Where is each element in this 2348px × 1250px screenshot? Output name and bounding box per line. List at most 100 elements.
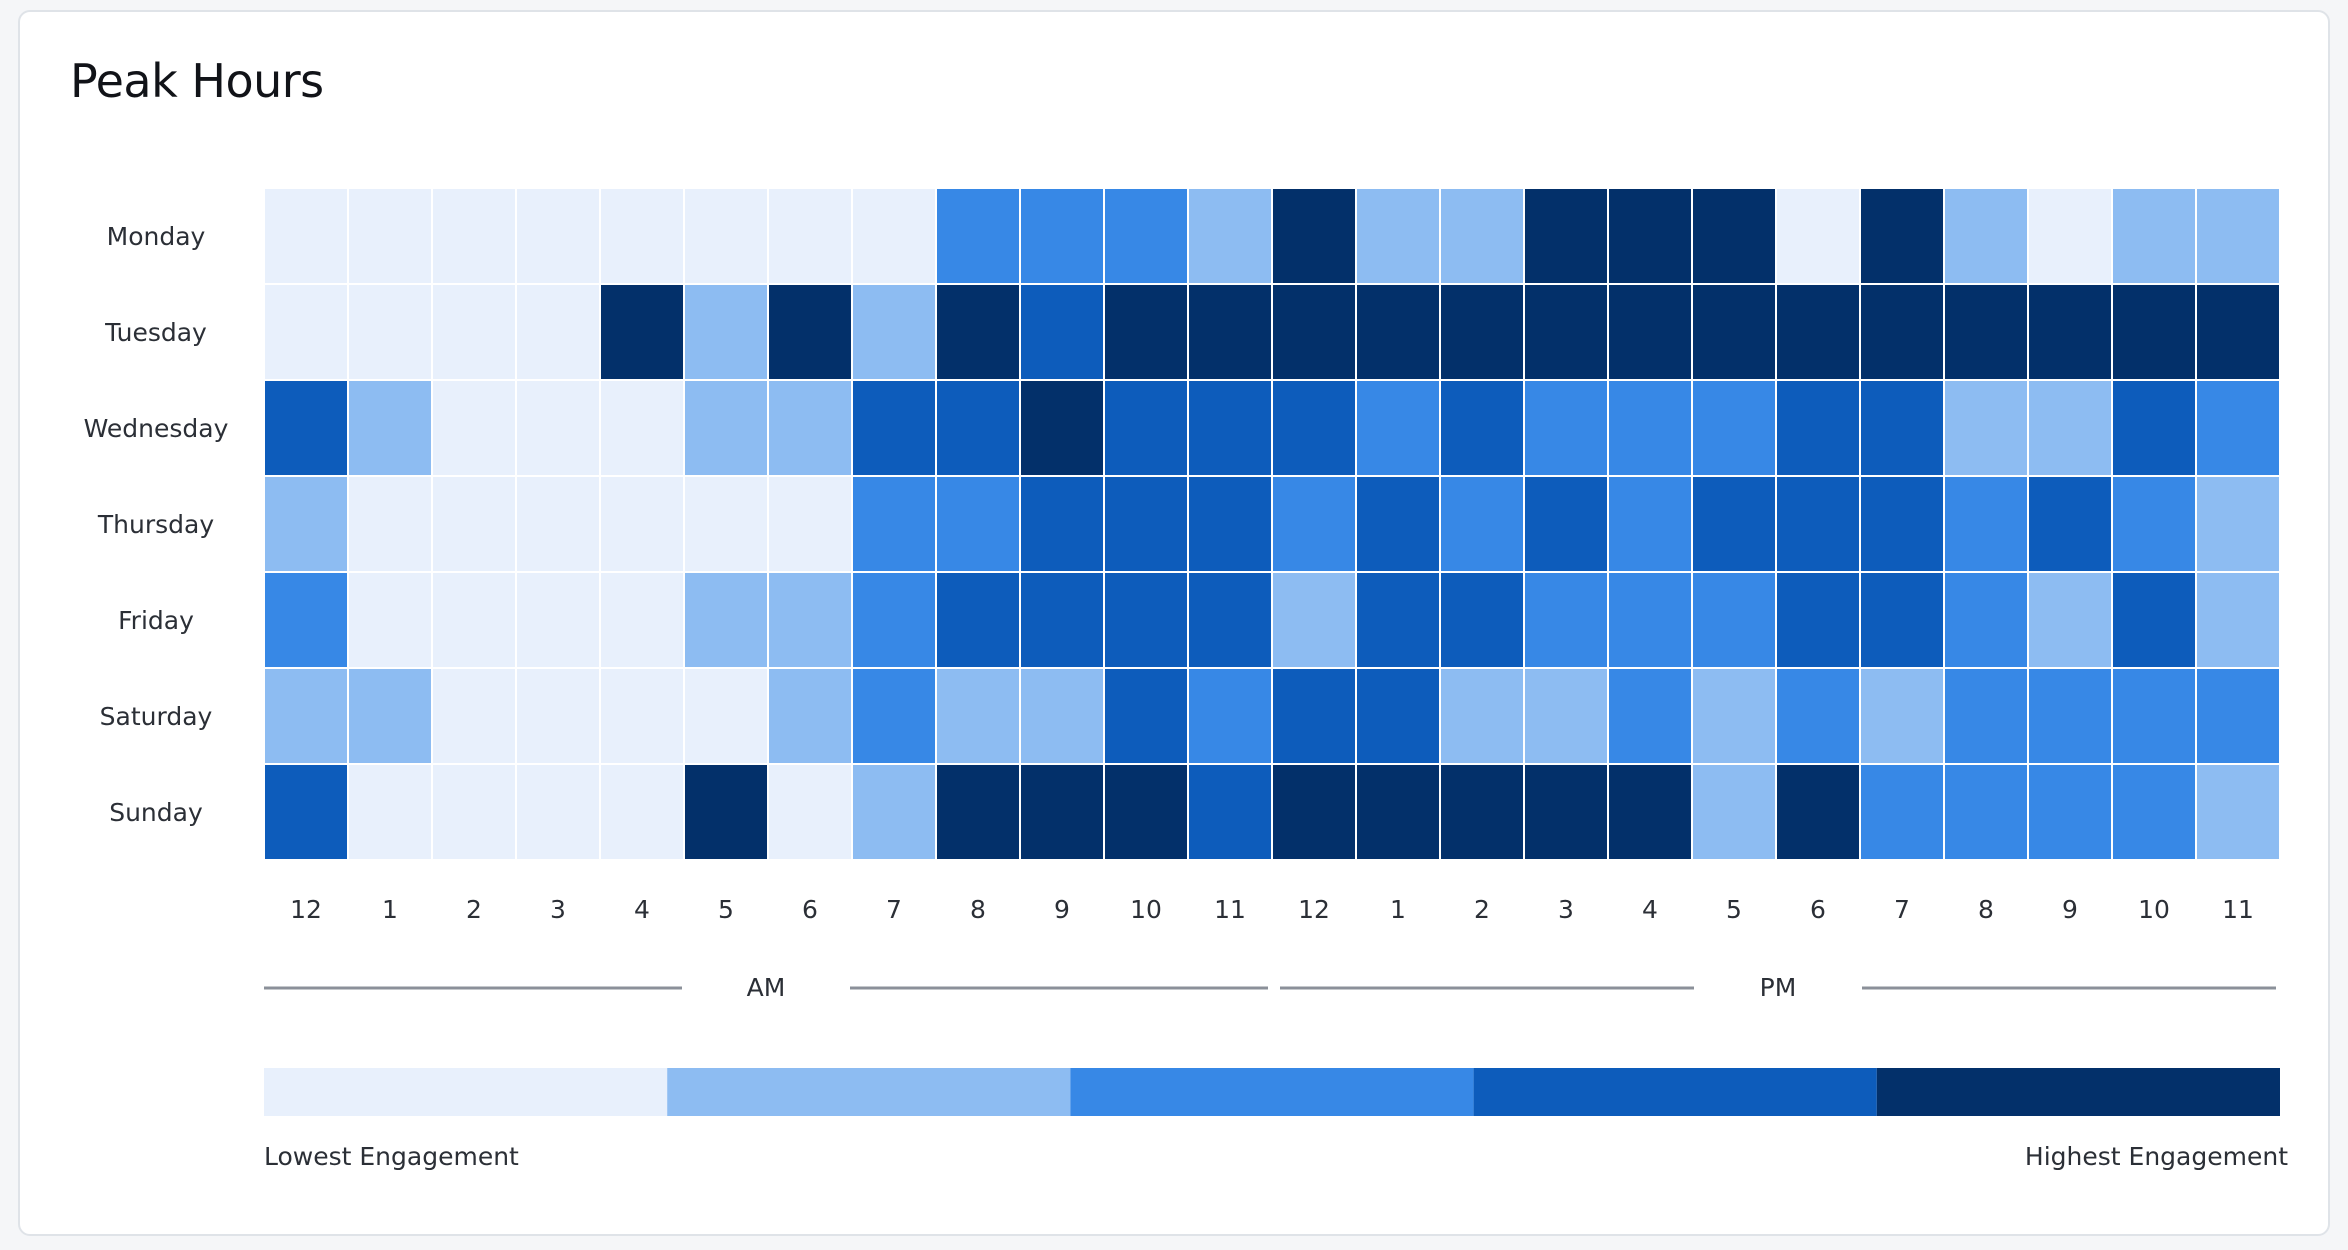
heatmap-cell [1943,379,2029,477]
heatmap-cell [515,571,601,669]
heatmap-cell [1103,283,1189,381]
heatmap-cell [683,187,769,285]
legend-swatch [1070,1068,1474,1116]
heatmap-cell [1103,187,1189,285]
column-tick-label: 11 [1214,895,1246,924]
heatmap-cell [1355,187,1441,285]
heatmap-cell [263,187,349,285]
heatmap-cell [1775,187,1861,285]
heatmap-cell [1523,667,1609,765]
legend-swatch [1473,1068,1877,1116]
heatmap-cell [1355,667,1441,765]
heatmap-cell [935,283,1021,381]
heatmap-cell [1775,379,1861,477]
legend-swatch [1876,1068,2280,1116]
column-tick-label: 3 [550,895,566,924]
heatmap-cell [1103,763,1189,861]
heatmap-cell [599,475,685,573]
heatmap-cell [1019,571,1105,669]
heatmap-cell [599,571,685,669]
heatmap-cell [1859,283,1945,381]
heatmap-cell [1859,763,1945,861]
heatmap-cell [2111,571,2197,669]
heatmap-cell [851,667,937,765]
heatmap-cell [1439,283,1525,381]
column-tick-label: 9 [1054,895,1070,924]
heatmap-cell [1523,379,1609,477]
heatmap-cell [431,571,517,669]
heatmap-cell [1607,379,1693,477]
heatmap-cell [935,763,1021,861]
column-tick-label: 12 [1298,895,1330,924]
column-tick-label: 2 [466,895,482,924]
heatmap-cell [683,763,769,861]
heatmap-cell [2195,283,2281,381]
heatmap-cell [767,571,853,669]
column-tick-label: 12 [290,895,322,924]
heatmap-cell [2195,475,2281,573]
heatmap-cell [2027,283,2113,381]
heatmap-cell [1103,379,1189,477]
heatmap-cell [1271,283,1357,381]
heatmap-cell [1775,571,1861,669]
heatmap-cell [1607,187,1693,285]
heatmap-cell [347,475,433,573]
column-tick-label: 7 [886,895,902,924]
heatmap-cell [515,379,601,477]
heatmap-cell [1607,475,1693,573]
heatmap-cell [1775,763,1861,861]
heatmap-cell [1859,379,1945,477]
heatmap-cell [1355,283,1441,381]
heatmap-cell [515,763,601,861]
heatmap-cell [1691,379,1777,477]
heatmap-cell [1271,379,1357,477]
heatmap-cell [1271,571,1357,669]
heatmap-cell [599,763,685,861]
heatmap-cell [263,475,349,573]
column-tick-label: 9 [2062,895,2078,924]
column-tick-label: 4 [634,895,650,924]
heatmap-cell [1355,571,1441,669]
row-label: Tuesday [104,318,207,347]
heatmap-cell [1019,667,1105,765]
heatmap-cell [599,667,685,765]
heatmap-cell [1103,571,1189,669]
heatmap-cell [1271,187,1357,285]
heatmap-cell [851,571,937,669]
heatmap-cell [1355,763,1441,861]
heatmap-cell [1019,763,1105,861]
heatmap-cell [2195,187,2281,285]
heatmap-cell [1523,571,1609,669]
heatmap-cell [431,475,517,573]
heatmap-cell [347,763,433,861]
heatmap-cell [1355,475,1441,573]
heatmap-cell [935,571,1021,669]
heatmap-cell [1691,187,1777,285]
column-tick-label: 1 [1390,895,1406,924]
heatmap-cell [347,571,433,669]
heatmap-cell [1439,379,1525,477]
column-tick-label: 5 [718,895,734,924]
heatmap-cell [2027,763,2113,861]
heatmap-cell [2027,571,2113,669]
row-label: Thursday [97,510,214,539]
heatmap-cell [1943,283,2029,381]
heatmap-cell [1691,475,1777,573]
heatmap-cell [1691,283,1777,381]
heatmap-cell [683,667,769,765]
heatmap-cell [1775,283,1861,381]
heatmap-cell [935,379,1021,477]
heatmap-cell [851,283,937,381]
row-label: Monday [107,222,206,251]
heatmap-cell [599,379,685,477]
heatmap-cell [767,187,853,285]
heatmap-cell [683,571,769,669]
legend-swatch [667,1068,1071,1116]
heatmap-cell [1943,667,2029,765]
column-tick-label: 11 [2222,895,2254,924]
heatmap-cell [1271,667,1357,765]
heatmap-cell [515,667,601,765]
column-tick-label: 4 [1642,895,1658,924]
heatmap-cell [1439,667,1525,765]
